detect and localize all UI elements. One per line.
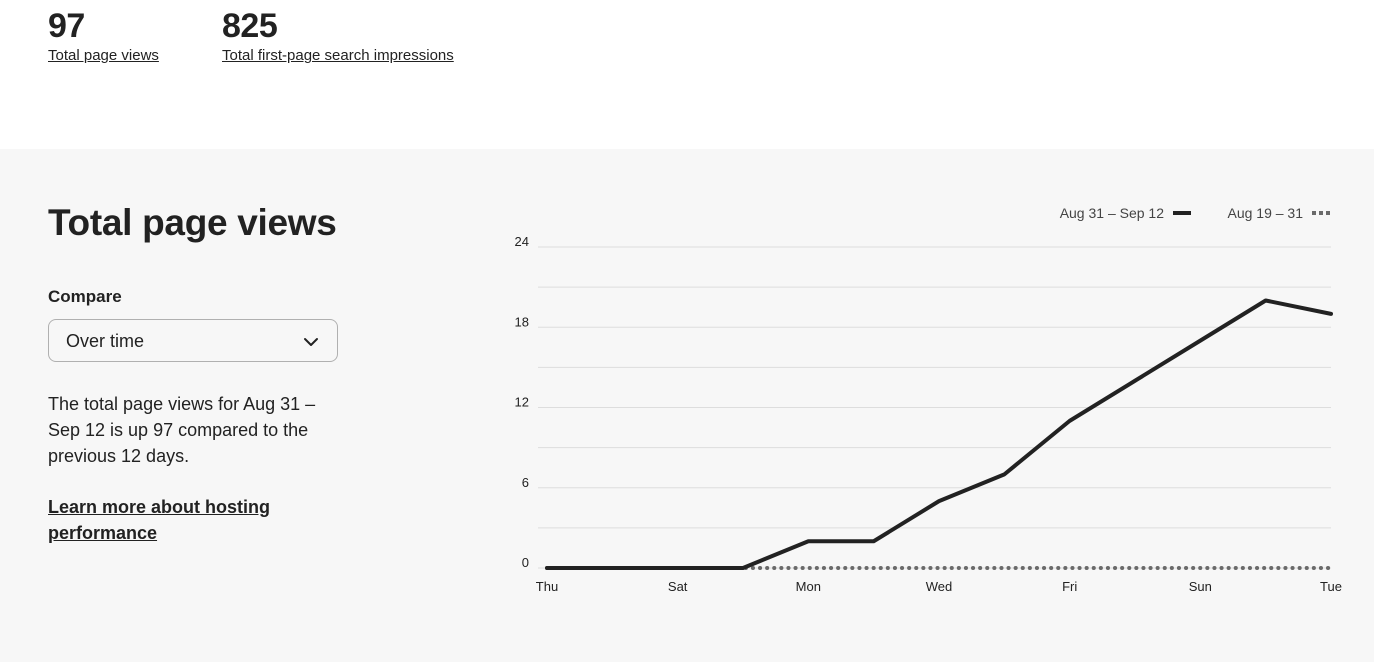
panel-title: Total page views [48,202,337,243]
legend-swatch-previous [1312,211,1316,215]
page-views-chart: Aug 31 – Sep 12 Aug 19 – 31 24 18 12 6 0 Thu S… [515,205,1342,594]
x-tick-label: Tue [1320,579,1342,594]
x-tick-label: Thu [536,579,558,594]
stat-page-views: 97 Total page views [48,6,159,65]
stat-page-views-link[interactable]: Total page views [48,47,159,64]
x-tick-label: Wed [926,579,953,594]
y-tick-label: 0 [522,555,529,570]
x-axis: Thu Sat Mon Wed Fri Sun Tue [536,579,1342,594]
legend-swatch-previous [1326,211,1330,215]
legend-swatch-previous [1319,211,1323,215]
stat-impressions-link[interactable]: Total first-page search impressions [222,47,454,64]
legend-label-previous: Aug 19 – 31 [1227,205,1303,221]
stat-impressions: 825 Total first-page search impressions [222,6,454,65]
compare-label: Compare [48,287,122,306]
x-tick-label: Sun [1189,579,1212,594]
chart-grid [538,246,1331,569]
legend-label-current: Aug 31 – Sep 12 [1060,205,1165,221]
stat-impressions-value: 825 [222,7,278,45]
chart-series [545,298,1333,570]
page-views-panel: Total page views Compare Over time The t… [0,149,1374,662]
compare-select[interactable]: Over time [48,319,338,362]
stats-header: 97 Total page views 825 Total first-page… [0,0,1374,149]
chart-legend: Aug 31 – Sep 12 Aug 19 – 31 [1060,205,1330,221]
y-axis: 24 18 12 6 0 [515,234,529,570]
stat-page-views-value: 97 [48,7,85,45]
y-tick-label: 18 [515,314,529,329]
x-tick-label: Sat [668,579,688,594]
comparison-description: The total page views for Aug 31 – Sep 12… [48,394,316,466]
y-tick-label: 6 [522,475,529,490]
x-tick-label: Mon [796,579,821,594]
learn-more-link[interactable]: Learn more about hosting performance [48,497,271,543]
chevron-down-icon [304,338,318,346]
y-tick-label: 12 [515,395,529,410]
series-line-current [545,298,1333,570]
y-tick-label: 24 [515,234,529,249]
compare-select-value: Over time [66,331,145,351]
x-tick-label: Fri [1062,579,1077,594]
